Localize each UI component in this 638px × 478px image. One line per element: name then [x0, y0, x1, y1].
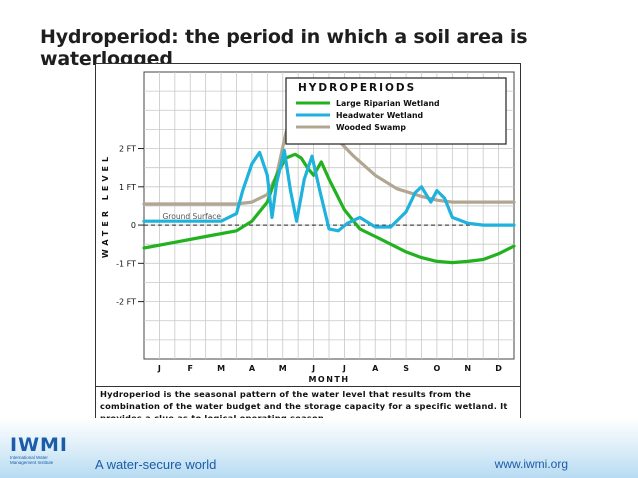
y-tick-label: 2 FT	[119, 145, 136, 154]
y-axis-label: WATER LEVEL	[101, 153, 110, 258]
annotation-ground-surface: Ground Surface	[163, 212, 222, 221]
x-tick-label: A	[249, 364, 256, 373]
logo-mark: IWMI	[10, 434, 69, 456]
legend-label: Wooded Swamp	[336, 123, 406, 132]
x-tick-label: J	[157, 364, 161, 373]
caption-divider	[96, 386, 520, 387]
hydroperiod-figure: 2 FT 1 FT 0 -1 FT -2 FT WATER LEVEL J F M A M J J A S O…	[95, 63, 521, 433]
x-axis-label: MONTH	[308, 375, 349, 384]
legend-box	[285, 77, 507, 145]
series-line-large-riparian-wetland	[142, 152, 516, 265]
x-tick-label: O	[434, 364, 441, 373]
x-tick-label: M	[279, 364, 287, 373]
hydroperiod-chart: 2 FT 1 FT 0 -1 FT -2 FT WATER LEVEL J F M A M J J A S O…	[101, 71, 516, 384]
iwmi-logo: IWMI International Water Management Inst…	[10, 434, 80, 466]
x-tick-label: J	[311, 364, 315, 373]
x-tick-label: D	[495, 364, 502, 373]
x-tick-label: M	[217, 364, 225, 373]
y-tick-label: 0	[131, 221, 136, 230]
footer-band	[0, 418, 638, 478]
logo-subtitle: International Water Management Institute	[10, 455, 54, 465]
y-tick-label: -1 FT	[116, 259, 136, 268]
x-tick-label: S	[403, 364, 409, 373]
legend-label: Headwater Wetland	[336, 111, 423, 120]
x-tick-label: J	[342, 364, 346, 373]
x-tick-label: A	[372, 364, 379, 373]
y-tick-label: -2 FT	[116, 298, 136, 307]
y-tick-label: 1 FT	[119, 183, 136, 192]
tagline: A water-secure world	[95, 457, 217, 472]
x-tick-label: F	[188, 364, 193, 373]
legend-label: Large Riparian Wetland	[336, 99, 440, 108]
legend-title: HYDROPERIODS	[298, 82, 416, 94]
series-line-headwater-wetland	[142, 148, 516, 233]
website-link[interactable]: www.iwmi.org	[494, 457, 568, 471]
x-tick-label: N	[464, 364, 471, 373]
